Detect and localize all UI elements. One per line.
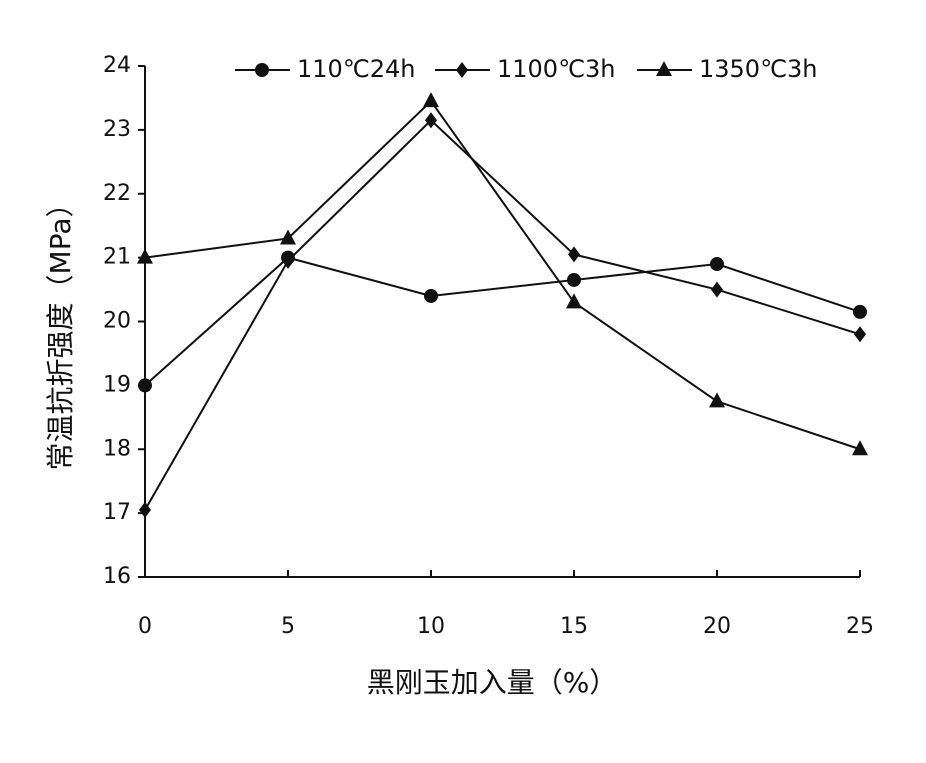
marker — [424, 288, 438, 303]
marker — [137, 248, 153, 264]
y-tick-label: 22 — [103, 181, 131, 206]
legend-label: 1350℃3h — [699, 55, 818, 83]
legend-marker — [656, 61, 672, 76]
series-line — [144, 256, 861, 387]
y-tick-label: 20 — [103, 309, 131, 334]
x-tick-label: 10 — [417, 614, 445, 639]
x-tick-label: 20 — [703, 614, 731, 639]
series-line — [144, 99, 861, 451]
marker — [282, 252, 294, 269]
x-tick-label: 25 — [846, 614, 874, 639]
x-tick-label: 15 — [560, 614, 588, 639]
marker — [139, 501, 151, 518]
y-axis-label: 常温抗折强度（MPa） — [44, 190, 77, 471]
marker — [425, 112, 437, 129]
y-tick-label: 21 — [103, 245, 131, 270]
y-tick-label: 16 — [103, 564, 131, 589]
legend-label: 110℃24h — [297, 55, 416, 83]
marker — [138, 378, 152, 393]
marker — [566, 293, 582, 309]
marker — [853, 304, 867, 319]
marker — [852, 440, 868, 456]
marker — [711, 281, 723, 298]
marker — [710, 257, 724, 272]
series-line — [144, 118, 861, 511]
legend-marker — [255, 63, 269, 77]
marker — [280, 229, 296, 245]
legend-label: 1100℃3h — [497, 55, 616, 83]
marker — [567, 272, 581, 287]
x-axis-label: 黑刚玉加入量（%） — [367, 666, 618, 699]
y-tick-label: 24 — [103, 53, 131, 78]
marker — [854, 326, 866, 343]
marker — [568, 246, 580, 263]
x-tick-label: 0 — [138, 614, 152, 639]
marker — [423, 92, 439, 108]
y-tick-label: 17 — [103, 500, 131, 525]
y-tick-label: 23 — [103, 117, 131, 142]
marker — [709, 392, 725, 408]
y-tick-label: 18 — [103, 436, 131, 461]
legend-marker — [456, 62, 468, 78]
x-tick-label: 5 — [281, 614, 295, 639]
y-tick-label: 19 — [103, 372, 131, 397]
